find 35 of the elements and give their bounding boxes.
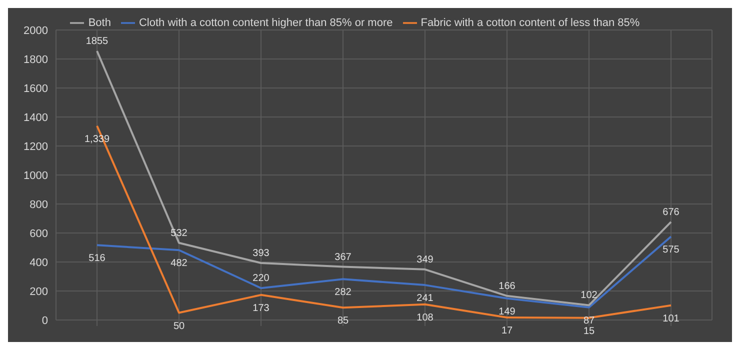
legend-label: Both: [88, 16, 111, 29]
y-tick-label: 600: [30, 228, 48, 240]
data-label: 108: [416, 312, 434, 324]
y-tick-label: 1200: [24, 140, 48, 153]
y-tick-label: 0: [42, 314, 48, 327]
data-label: 393: [252, 248, 270, 260]
legend-label: Fabric with a cotton content of less than 85%: [420, 16, 640, 29]
y-tick-label: 1800: [24, 54, 48, 66]
data-label: 482: [170, 258, 188, 270]
data-label: 367: [334, 252, 352, 263]
data-label: 241: [416, 293, 434, 304]
data-label: 173: [252, 302, 270, 314]
data-label: 101: [662, 313, 680, 324]
data-label: 282: [334, 287, 352, 298]
data-label: 102: [580, 290, 598, 302]
data-label: 15: [583, 326, 595, 337]
y-tick-label: 800: [30, 198, 48, 211]
data-label: 575: [662, 244, 680, 256]
data-label: 516: [88, 253, 106, 264]
y-tick-label: 1000: [24, 170, 48, 182]
y-tick-label: 1600: [24, 82, 48, 95]
data-label: 220: [252, 273, 270, 284]
y-tick-label: 2000: [24, 24, 48, 37]
data-label: 349: [416, 254, 434, 266]
data-label: 17: [501, 326, 513, 337]
y-tick-label: 200: [30, 286, 48, 298]
data-label: 149: [498, 306, 516, 318]
data-label: 676: [662, 206, 680, 218]
legend-label: Cloth with a cotton content higher than 85% or more: [138, 16, 393, 29]
data-label: 166: [498, 280, 516, 292]
y-tick-label: 1400: [24, 112, 48, 124]
data-label: 50: [173, 320, 185, 332]
data-label: 1855: [86, 36, 109, 48]
y-tick-label: 400: [30, 256, 48, 269]
data-label: 85: [337, 316, 349, 327]
